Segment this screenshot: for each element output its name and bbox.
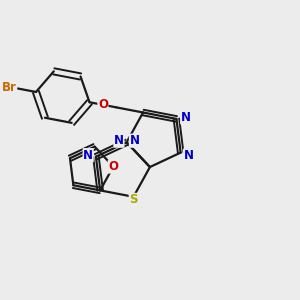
- Text: O: O: [98, 98, 108, 111]
- Text: N: N: [129, 134, 140, 147]
- Text: N: N: [83, 148, 93, 162]
- Text: N: N: [181, 111, 191, 124]
- Text: S: S: [129, 194, 138, 206]
- Text: N: N: [114, 134, 124, 147]
- Text: O: O: [108, 160, 118, 173]
- Text: N: N: [183, 149, 194, 162]
- Text: Br: Br: [2, 81, 16, 94]
